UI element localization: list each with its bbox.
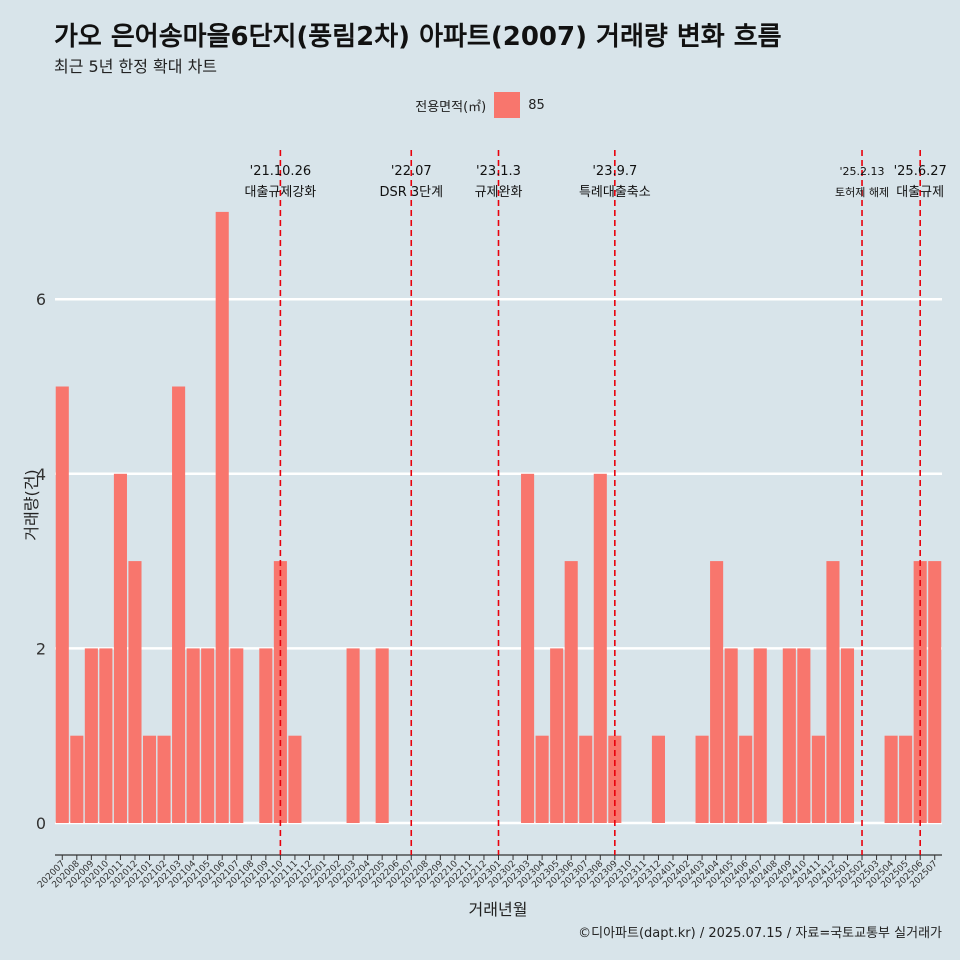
legend-label: 85: [528, 97, 545, 113]
event-label: 대출규제강화: [245, 185, 317, 200]
bar: [724, 648, 738, 823]
legend-title: 전용면적(㎡): [415, 99, 487, 115]
bar: [346, 648, 360, 823]
bar: [84, 648, 98, 823]
bar: [550, 648, 564, 823]
bar: [826, 561, 840, 823]
event-date: '25.6.27: [894, 164, 947, 179]
bar: [564, 561, 578, 823]
chart-subtitle: 최근 5년 한정 확대 차트: [54, 57, 218, 76]
bar: [259, 648, 273, 823]
bar: [201, 648, 215, 823]
bar: [521, 473, 535, 823]
event-date: '25.2.13: [840, 165, 885, 178]
bar: [695, 735, 709, 823]
y-tick-label: 4: [36, 465, 46, 484]
bar: [739, 735, 753, 823]
bar: [157, 735, 171, 823]
chart-title: 가오 은어송마을6단지(풍림2차) 아파트(2007) 거래량 변화 흐름: [54, 22, 782, 52]
legend: 전용면적(㎡) 85: [0, 92, 960, 118]
bar: [928, 561, 942, 823]
bar: [884, 735, 898, 823]
bar: [579, 735, 593, 823]
bar: [375, 648, 389, 823]
bar: [70, 735, 84, 823]
bar: [113, 473, 127, 823]
event-label: 대출규제: [896, 185, 944, 200]
bar: [55, 386, 69, 823]
bar: [710, 561, 724, 823]
bar: [651, 735, 665, 823]
bar: [128, 561, 142, 823]
event-label: DSR 3단계: [379, 185, 443, 200]
y-tick-label: 6: [36, 290, 46, 309]
event-date: '23.9.7: [592, 164, 637, 179]
bar: [215, 211, 229, 823]
bar: [899, 735, 913, 823]
y-axis-label: 거래량(건): [22, 469, 41, 541]
bar: [535, 735, 549, 823]
bar: [797, 648, 811, 823]
bar: [608, 735, 622, 823]
event-label: 토허제 해제: [835, 185, 889, 199]
bar: [186, 648, 200, 823]
bar: [840, 648, 855, 823]
y-tick-label: 0: [36, 814, 46, 833]
bar: [753, 648, 767, 823]
bar: [593, 473, 607, 823]
event-label: 특례대출축소: [579, 185, 651, 200]
event-date: '21.10.26: [250, 164, 311, 179]
bar: [99, 648, 113, 823]
bar: [142, 735, 157, 823]
y-tick-label: 2: [36, 639, 46, 658]
bar: [288, 735, 302, 823]
x-axis-label: 거래년월: [468, 900, 528, 919]
source-caption: ©디아파트(dapt.kr) / 2025.07.15 / 자료=국토교통부 실…: [578, 926, 942, 941]
bar: [782, 648, 796, 823]
event-date: '23.1.3: [476, 164, 521, 179]
bar: [172, 386, 186, 823]
legend-swatch: [494, 92, 521, 118]
bar: [230, 648, 244, 823]
event-label: 규제완화: [475, 185, 523, 200]
event-date: '22.07: [391, 164, 432, 179]
bar: [811, 735, 825, 823]
